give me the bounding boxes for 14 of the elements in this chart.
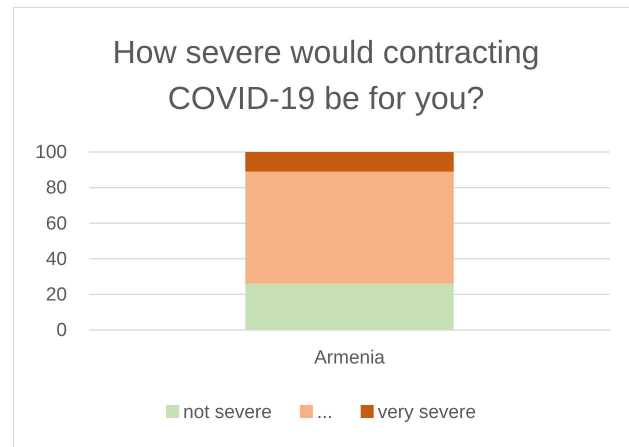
y-tick-label: 0	[56, 320, 67, 342]
chart-title: How severe would contracting COVID-19 be for you?	[112, 34, 540, 116]
legend-label: very severe	[378, 402, 476, 423]
legend-label: ...	[316, 402, 333, 423]
x-tick-label: Armenia	[314, 347, 386, 368]
y-tick-label: 60	[46, 213, 67, 234]
y-tick-label: 40	[46, 248, 67, 270]
bar	[245, 172, 454, 284]
bar	[245, 284, 454, 330]
y-tick-label: 20	[46, 284, 67, 306]
bar	[245, 152, 454, 172]
legend-label: not severe	[183, 402, 272, 423]
y-tick-label: 80	[46, 178, 67, 199]
y-tick-label: 100	[35, 142, 67, 164]
